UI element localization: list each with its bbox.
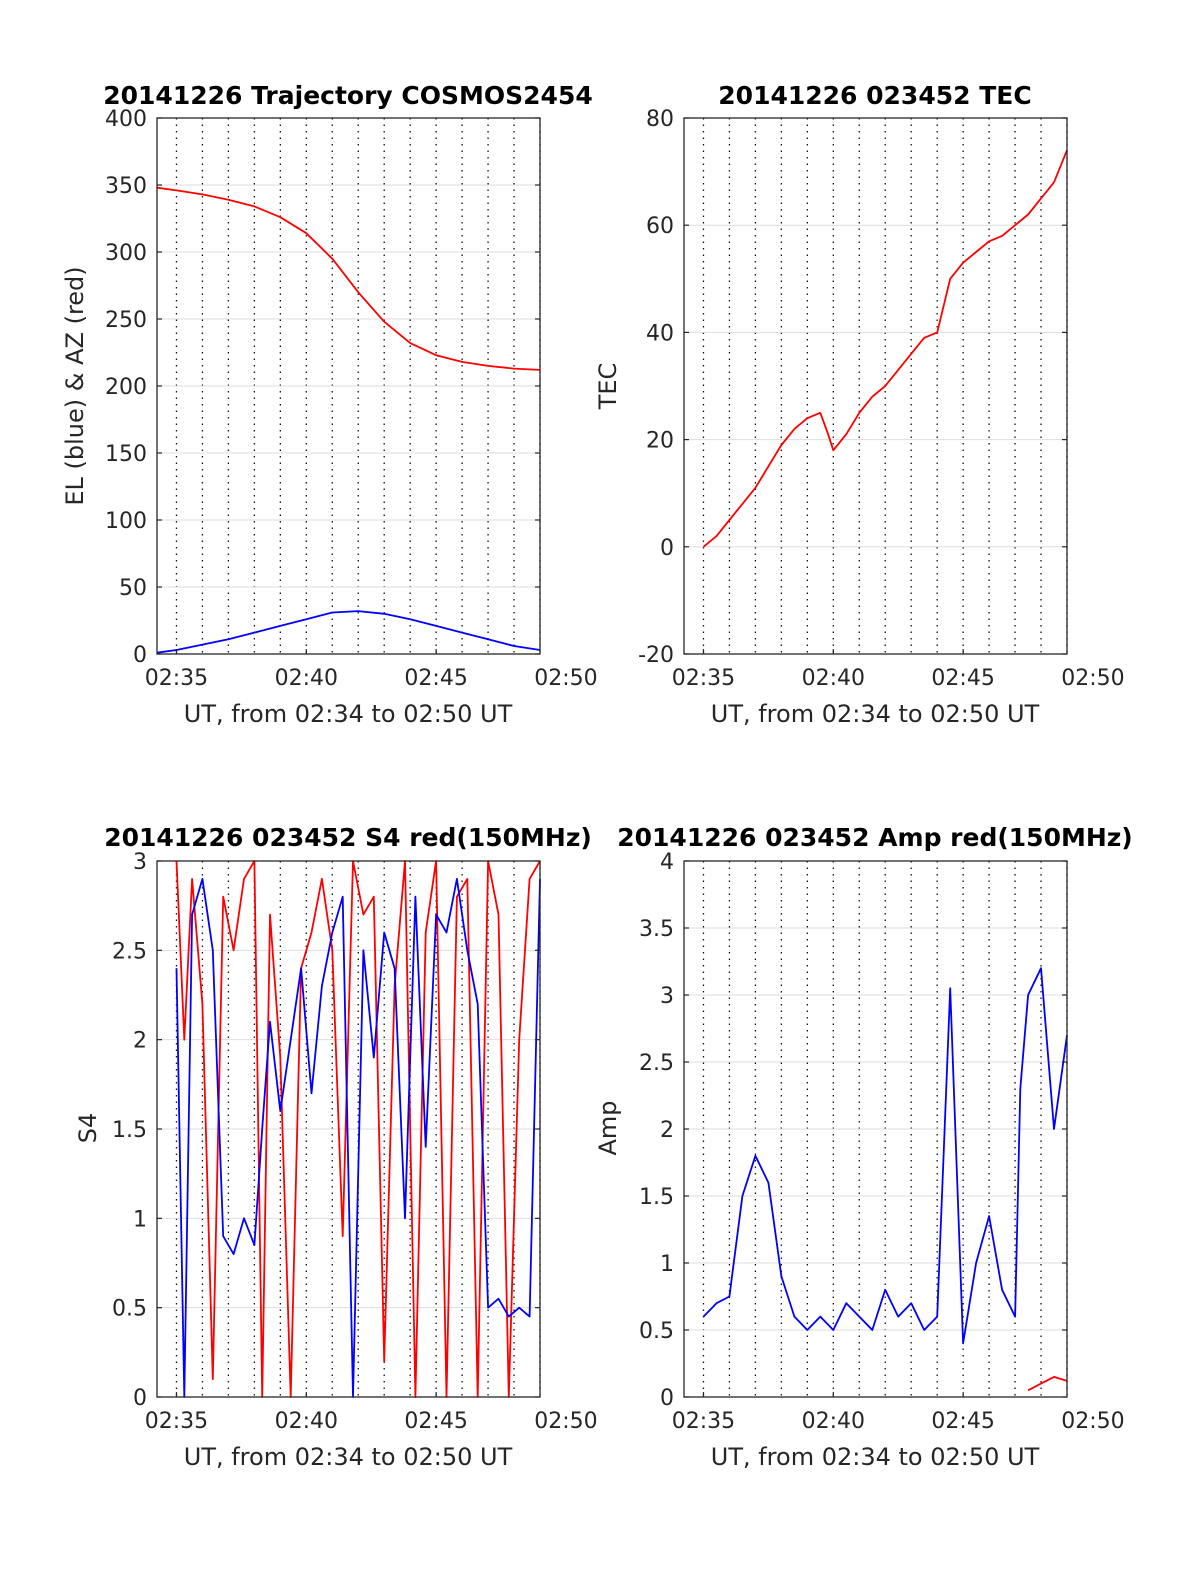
ticks: 0 0.5 1 1.5 2 2.5 3 3.5 4 02:35 02:40 02:45 02:50	[639, 850, 1125, 1434]
y-tick-label: 60	[646, 214, 674, 239]
panel-trajectory: 0 50 100 150 200 250 300 350 400 02:35 02:40 02:45 0…	[61, 81, 598, 728]
y-axis-label: TEC	[594, 363, 622, 411]
x-tick-label: 02:50	[534, 1409, 597, 1434]
series-line-0	[156, 186, 541, 371]
grid	[157, 117, 541, 655]
x-axis-label: UT, from 02:34 to 02:50 UT	[711, 700, 1040, 728]
x-tick-label: 02:50	[534, 666, 597, 691]
series-line-1	[156, 610, 541, 654]
y-tick-label: 3.5	[639, 917, 674, 942]
plot-area	[684, 118, 1067, 654]
x-tick-label: 02:40	[802, 666, 865, 691]
x-tick-label: 02:35	[145, 1409, 208, 1434]
y-tick-label: 2	[660, 1118, 674, 1143]
chart-title: 20141226 023452 S4 red(150MHz)	[104, 823, 592, 852]
y-tick-label: 200	[105, 375, 147, 400]
ticks: 0 0.5 1 1.5 2 2.5 3 02:35 02:40 02:45 02:50	[112, 850, 598, 1434]
panel-tec: -20 0 20 40 60 80 02:35 02:40 02:45 02:50 2014122…	[594, 81, 1125, 728]
y-tick-label: 1	[660, 1252, 674, 1277]
x-tick-label: 02:35	[145, 666, 208, 691]
grid	[684, 860, 1068, 1398]
series	[702, 149, 1068, 548]
y-tick-label: 40	[646, 321, 674, 346]
y-tick-label: 80	[646, 107, 674, 132]
chart-title: 20141226 Trajectory COSMOS2454	[103, 81, 593, 110]
series-line-0	[1027, 1376, 1068, 1392]
ticks: -20 0 20 40 60 80 02:35 02:40 02:45 02:50	[638, 107, 1125, 691]
x-tick-label: 02:50	[1061, 666, 1124, 691]
y-axis-label: S4	[74, 1113, 102, 1144]
series-line-1	[702, 967, 1068, 1345]
x-tick-label: 02:50	[1061, 1409, 1124, 1434]
series-line-0	[702, 149, 1068, 548]
x-tick-label: 02:40	[802, 1409, 865, 1434]
chart-title: 20141226 023452 Amp red(150MHz)	[617, 823, 1133, 852]
ticks: 0 50 100 150 200 250 300 350 400 02:35 02:40 02:45 0…	[105, 107, 598, 691]
y-tick-label: 150	[105, 442, 147, 467]
y-tick-label: 3	[133, 850, 147, 875]
x-tick-label: 02:40	[275, 1409, 338, 1434]
panel-amp: 0 0.5 1 1.5 2 2.5 3 3.5 4 02:35 02:40 02:45 02:50 20…	[594, 823, 1133, 1471]
y-tick-label: 0.5	[639, 1319, 674, 1344]
series	[702, 967, 1068, 1392]
x-tick-label: 02:45	[404, 666, 467, 691]
y-tick-label: 0	[133, 1386, 147, 1411]
x-axis-label: UT, from 02:34 to 02:50 UT	[184, 1443, 513, 1471]
x-tick-label: 02:35	[672, 1409, 735, 1434]
y-tick-label: 3	[660, 984, 674, 1009]
x-tick-label: 02:45	[931, 666, 994, 691]
chart-title: 20141226 023452 TEC	[718, 81, 1031, 110]
y-tick-label: 1	[133, 1207, 147, 1232]
y-tick-label: 1.5	[639, 1185, 674, 1210]
y-tick-label: 250	[105, 308, 147, 333]
y-tick-label: 0.5	[112, 1297, 147, 1322]
x-axis-label: UT, from 02:34 to 02:50 UT	[711, 1443, 1040, 1471]
x-tick-label: 02:40	[275, 666, 338, 691]
y-tick-label: 100	[105, 509, 147, 534]
y-tick-label: 350	[105, 174, 147, 199]
y-tick-label: -20	[638, 643, 674, 668]
y-tick-label: 20	[646, 429, 674, 454]
x-tick-label: 02:35	[672, 666, 735, 691]
y-tick-label: 4	[660, 850, 674, 875]
y-tick-label: 300	[105, 241, 147, 266]
x-tick-label: 02:45	[404, 1409, 467, 1434]
y-tick-label: 0	[133, 643, 147, 668]
y-tick-label: 2	[133, 1029, 147, 1054]
y-tick-label: 400	[105, 107, 147, 132]
y-axis-label: Amp	[594, 1100, 622, 1155]
y-tick-label: 1.5	[112, 1118, 147, 1143]
y-axis-label: EL (blue) & AZ (red)	[61, 266, 89, 505]
panel-s4: 0 0.5 1 1.5 2 2.5 3 02:35 02:40 02:45 02:50 201412…	[74, 823, 598, 1471]
series	[156, 186, 541, 654]
y-tick-label: 50	[119, 576, 147, 601]
y-tick-label: 2.5	[112, 939, 147, 964]
x-axis-label: UT, from 02:34 to 02:50 UT	[184, 700, 513, 728]
x-tick-label: 02:45	[931, 1409, 994, 1434]
axes-box	[683, 117, 1068, 655]
y-tick-label: 2.5	[639, 1051, 674, 1076]
y-tick-label: 0	[660, 1386, 674, 1411]
y-tick-label: 0	[660, 536, 674, 561]
